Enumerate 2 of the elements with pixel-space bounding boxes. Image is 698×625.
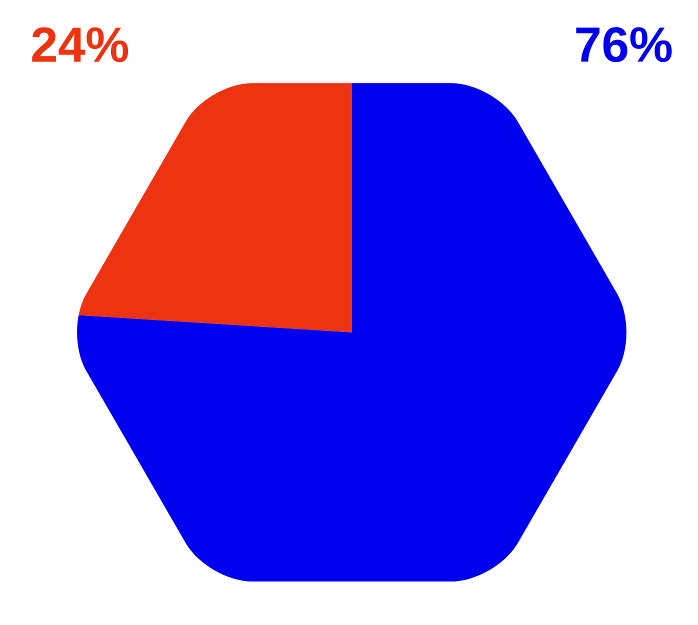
- data-label: 24%: [32, 27, 128, 62]
- data-label: 76%: [576, 27, 672, 62]
